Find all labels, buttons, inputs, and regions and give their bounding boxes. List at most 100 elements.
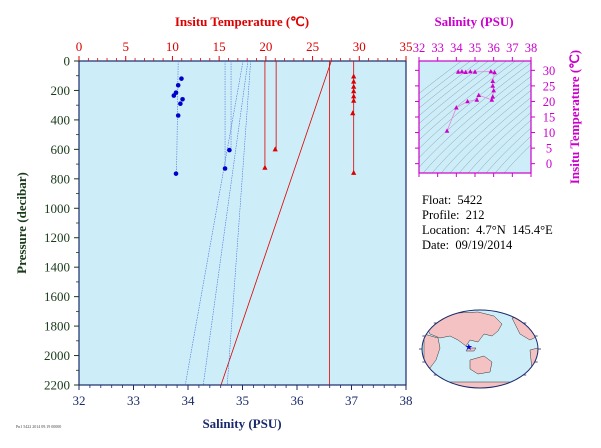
ts-point [490,94,496,99]
temperature-tick-label: 5 [122,39,129,54]
ts-temperature-tick-label: 30 [543,64,556,78]
ts-point [468,68,473,74]
ts-point [491,87,496,93]
ts-right-label: Insitu Temperature (℃) [567,50,582,184]
temperature-guide-line [220,61,332,385]
ts-point [463,69,468,74]
salinity-tick-label: 32 [73,393,86,408]
ts-point [476,92,482,98]
temperature-tick-label: 20 [259,39,272,54]
ts-point [459,68,465,74]
ts-salinity-tick-label: 35 [469,41,482,55]
footer-code: Pn1 5422 2014 09.19 00000 [16,424,62,429]
ts-temperature-tick-label: 15 [543,111,556,125]
salinity-guide-line [226,61,251,385]
density-contour [419,61,462,94]
density-contour [440,90,531,173]
landmass-australia [469,355,493,375]
ts-profile-line [446,107,457,132]
density-contours [419,61,531,173]
temperature-tick-label: 25 [306,39,319,54]
pressure-tick-label: 400 [51,112,71,127]
salinity-point [171,93,177,98]
density-contour [431,82,531,173]
salinity-tick-label: 36 [291,393,305,408]
pressure-tick-label: 1000 [44,201,70,216]
location: Location: 4.7°N 145.4°E [422,223,553,237]
temperature-tick-label: 0 [76,39,83,54]
density-contour [419,61,507,132]
ts-salinity-tick-label: 37 [506,41,519,55]
temperature-axis: 0 5 10 15 20 25 30 35 [76,39,413,61]
salinity-point [175,83,181,88]
pressure-tick-label: 1400 [44,260,70,275]
temperature-tick-label: 15 [213,39,226,54]
density-contour [485,127,531,173]
density-contour [449,97,531,173]
ts-salinity-tick-label: 36 [487,41,500,55]
density-contour [467,112,531,173]
temperature-point [272,146,278,152]
ts-salinity-tick-label: 38 [525,41,538,55]
float-info: Float: 5422 Profile: 212 Location: 4.7°N… [422,193,553,253]
temperature-point [351,73,357,79]
density-contour [419,61,489,117]
float-id: Float: 5422 [422,193,483,207]
ts-temperature-tick-label: 0 [546,157,552,171]
ts-point [492,69,497,75]
salinity-point [227,147,232,153]
ts-point [465,98,470,104]
density-contour [422,76,531,173]
ts-salinity-tick-label: 32 [413,41,426,55]
ts-salinity-tick-label: 34 [450,41,463,55]
density-contour [419,61,498,124]
ts-point [454,105,459,110]
salinity-tick-label: 34 [182,393,196,408]
ts-salinity-tick-label: 33 [431,41,444,55]
temperature-point [262,164,268,170]
ts-point [474,97,480,102]
density-contour [476,119,531,173]
pressure-tick-label: 600 [51,142,71,157]
salinity-point [173,171,179,176]
landmass-asia [423,311,503,347]
landmass-antarctica [423,381,538,388]
temperature-point [350,110,356,116]
density-contour [419,61,525,149]
ts-points [444,68,497,133]
ts-profile-line [478,94,492,101]
salinity-tick-label: 33 [127,393,140,408]
pressure-tick-label: 0 [64,54,71,69]
temperature-point [351,88,357,94]
temperature-tick-label: 10 [166,39,179,54]
salinity-tick-label: 37 [345,393,359,408]
world-map: ★ [419,309,541,389]
salinity-point [180,96,185,102]
ts-temperature-tick-label: 20 [543,95,556,109]
temperature-point [351,83,357,89]
density-contour [419,69,531,168]
ts-temperature-tick-label: 5 [546,142,552,156]
salinity-axis: 32 33 34 35 36 37 38 [73,385,413,408]
bottom-axis-label: Salinity (PSU) [202,416,281,431]
temperature-tick-label: 30 [353,39,366,54]
salinity-tick-label: 38 [400,393,413,408]
temperature-point [351,97,357,103]
map-graticule-ticks [419,322,541,376]
main-chart: 32 33 34 35 36 37 38 0 5 10 15 20 25 30 35 0 200 400 600… [14,14,413,431]
ts-temperature-tick-label: 25 [543,79,556,93]
float-location-star-icon: ★ [465,342,473,352]
ts-point [490,83,496,88]
ts-point [489,97,495,102]
ts-point [490,78,496,84]
left-axis-label: Pressure (decibar) [14,172,29,274]
profile-number: Profile: 212 [422,208,485,222]
pressure-tick-label: 2200 [44,378,70,393]
pressure-tick-label: 2000 [44,348,70,363]
ts-point [444,128,450,133]
salinity-guide-line [202,61,249,385]
salinity-point [179,76,184,81]
